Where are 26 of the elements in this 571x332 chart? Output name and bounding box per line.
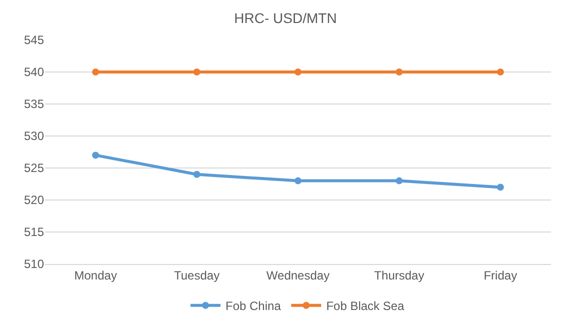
- x-tick-label: Tuesday: [174, 268, 220, 282]
- point: [294, 177, 302, 184]
- x-tick-label: Monday: [74, 268, 117, 282]
- point: [496, 68, 504, 76]
- point: [92, 68, 100, 76]
- chart-title: HRC- USD/MTN: [234, 10, 337, 26]
- point: [294, 68, 302, 76]
- y-tick-label: 515: [24, 225, 44, 240]
- point: [193, 68, 200, 76]
- point: [496, 184, 504, 191]
- x-tick-label: Thursday: [374, 268, 424, 282]
- point: [396, 177, 403, 184]
- point: [396, 68, 403, 76]
- x-tick-label: Friday: [484, 268, 518, 282]
- y-tick-label: 525: [24, 161, 44, 176]
- y-tick-label: 530: [24, 129, 44, 144]
- point: [92, 152, 100, 159]
- y-tick-label: 540: [24, 65, 44, 80]
- y-tick-label: 510: [24, 257, 44, 272]
- point: [193, 170, 200, 178]
- legend-label: Fob China: [226, 299, 282, 314]
- legend-label: Fob Black Sea: [326, 299, 405, 314]
- y-tick-label: 520: [24, 193, 44, 208]
- x-tick-label: Wednesday: [266, 268, 330, 282]
- y-tick-label: 535: [24, 97, 44, 112]
- y-tick-label: 545: [24, 33, 44, 48]
